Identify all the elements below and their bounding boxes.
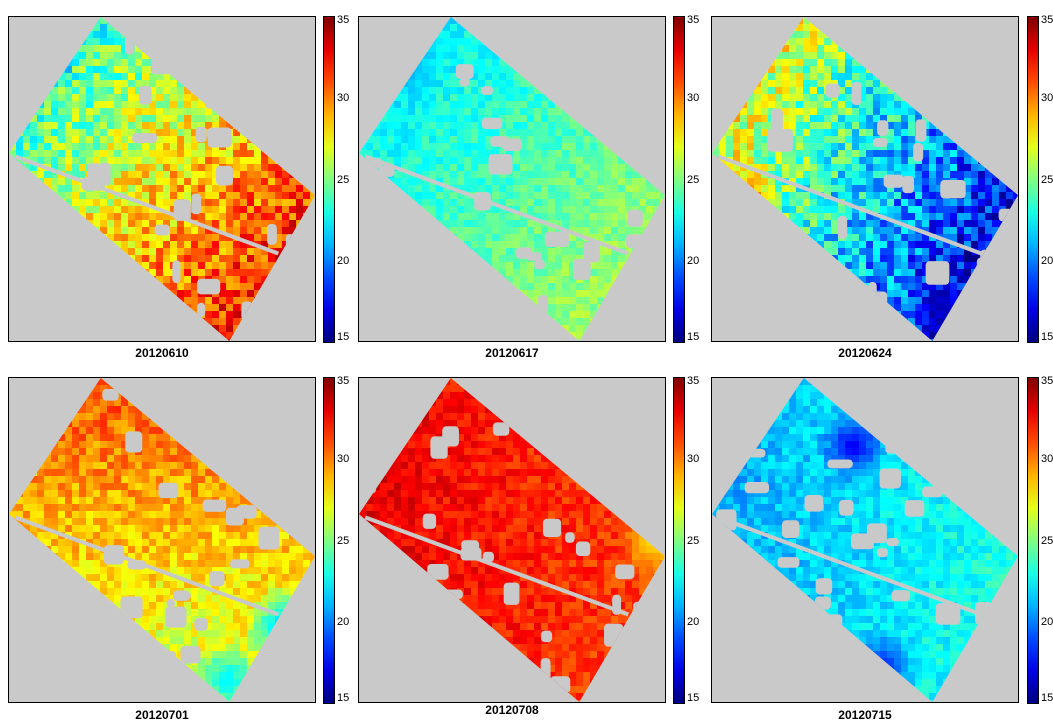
heatmap-cells — [712, 17, 1018, 341]
panel-caption: 20120624 — [711, 346, 1019, 360]
colorbar — [1027, 377, 1039, 704]
colorbar-tick-label: 15 — [1041, 693, 1053, 704]
heatmap-svg — [359, 378, 665, 702]
colorbar-tick-label: 35 — [1041, 376, 1053, 387]
colorbar — [673, 377, 685, 704]
colorbar-tick-label: 30 — [337, 454, 349, 465]
panel-caption: 20120708 — [358, 703, 666, 717]
colorbar-tick-label: 15 — [337, 332, 349, 343]
heatmap-cells — [359, 378, 665, 702]
heatmap-cells — [359, 17, 665, 341]
colorbar — [323, 16, 335, 343]
colorbar-tick-label: 30 — [1041, 454, 1053, 465]
colorbar-tick-label: 30 — [687, 93, 699, 104]
map-frame — [358, 377, 666, 703]
colorbar-tick-label: 30 — [687, 454, 699, 465]
map-frame — [358, 16, 666, 342]
heatmap-svg — [9, 378, 315, 702]
colorbar-tick-label: 30 — [337, 93, 349, 104]
colorbar-tick-label: 25 — [687, 175, 699, 186]
colorbar-tick-label: 15 — [687, 332, 699, 343]
colorbar-tick-label: 35 — [1041, 15, 1053, 26]
colorbar-tick-label: 20 — [687, 256, 699, 267]
map-frame — [711, 377, 1019, 703]
heatmap-cells — [9, 17, 315, 341]
panel-caption: 20120617 — [358, 346, 666, 360]
colorbar-tick-label: 15 — [1041, 332, 1053, 343]
colorbar-tick-label: 20 — [337, 256, 349, 267]
colorbar — [673, 16, 685, 343]
heatmap-svg — [712, 378, 1018, 702]
map-frame — [711, 16, 1019, 342]
colorbar-tick-label: 25 — [337, 536, 349, 547]
colorbar — [1027, 16, 1039, 343]
panel-caption: 20120610 — [8, 346, 316, 360]
colorbar-tick-label: 15 — [337, 693, 349, 704]
colorbar-tick-label: 20 — [337, 617, 349, 628]
colorbar-tick-label: 35 — [337, 15, 349, 26]
map-frame — [8, 377, 316, 703]
colorbar-tick-label: 25 — [337, 175, 349, 186]
colorbar-tick-label: 20 — [1041, 617, 1053, 628]
heatmap-svg — [359, 17, 665, 341]
colorbar-tick-label: 35 — [687, 376, 699, 387]
colorbar-tick-label: 35 — [687, 15, 699, 26]
heatmap-svg — [712, 17, 1018, 341]
colorbar-tick-label: 20 — [687, 617, 699, 628]
colorbar-tick-label: 30 — [1041, 93, 1053, 104]
colorbar-tick-label: 20 — [1041, 256, 1053, 267]
colorbar-tick-label: 25 — [1041, 536, 1053, 547]
colorbar-tick-label: 15 — [687, 693, 699, 704]
colorbar — [323, 377, 335, 704]
colorbar-tick-label: 35 — [337, 376, 349, 387]
colorbar-tick-label: 25 — [1041, 175, 1053, 186]
heatmap-svg — [9, 17, 315, 341]
colorbar-tick-label: 25 — [687, 536, 699, 547]
map-frame — [8, 16, 316, 342]
